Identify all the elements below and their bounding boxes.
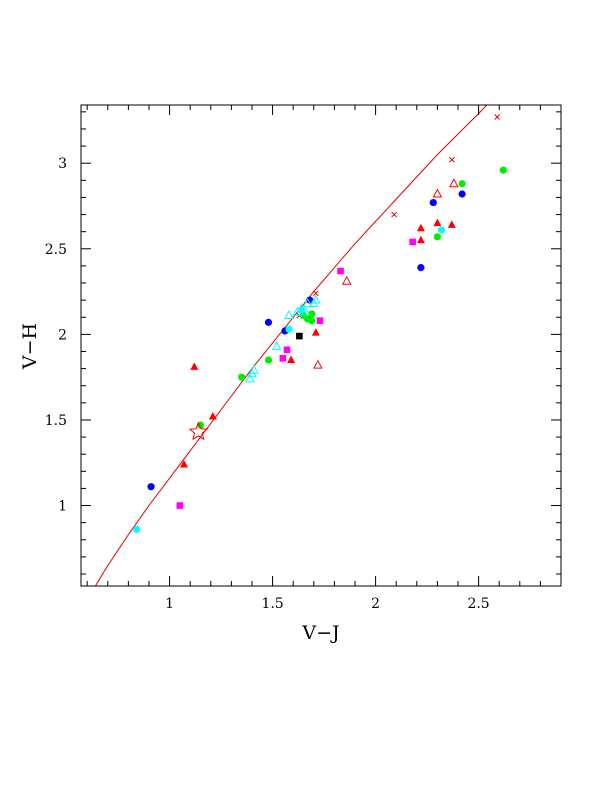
y-tick-label: 1: [58, 499, 67, 515]
point-square: [176, 502, 184, 509]
point-circle: [417, 264, 425, 272]
point-triangle-open: [311, 294, 321, 304]
point-triangle-open: [449, 178, 459, 188]
point-circle: [458, 180, 466, 188]
point-circle: [429, 198, 437, 207]
point-square: [409, 238, 416, 246]
x-axis-title: V−J: [301, 622, 339, 644]
point-square: [296, 332, 303, 340]
x-tick-label: 1.5: [261, 596, 283, 612]
point-square: [316, 317, 324, 324]
point-square: [337, 267, 344, 275]
point-square: [279, 355, 287, 362]
point-triangle-open: [341, 275, 352, 285]
point-circle: [308, 310, 316, 318]
point-circle: [306, 296, 314, 304]
point-triangle-open: [271, 340, 282, 350]
plot-frame: [80, 104, 562, 587]
y-tick-label: 2.5: [45, 242, 67, 258]
point-triangle-open: [245, 373, 255, 383]
curve-x-marker: [391, 211, 397, 218]
point-triangle-filled: [447, 220, 456, 228]
point-star-open: [188, 421, 209, 441]
x-tick-label: 2.5: [467, 596, 489, 612]
point-circle: [285, 325, 293, 333]
point-triangle-open: [249, 364, 259, 374]
point-triangle-open: [296, 303, 307, 313]
point-triangle-filled: [433, 218, 442, 227]
y-tick-label: 3: [58, 156, 67, 172]
point-circle: [133, 525, 141, 534]
point-triangle-filled: [287, 355, 296, 364]
model-curve: [94, 105, 488, 586]
curve-x-marker: [494, 114, 500, 120]
curve-layer: [94, 105, 500, 586]
point-circle: [458, 190, 466, 198]
point-triangle-filled: [190, 362, 199, 370]
point-triangle-filled: [311, 328, 320, 336]
point-circle: [308, 317, 316, 325]
point-triangle-open: [302, 297, 313, 308]
point-circle: [238, 373, 246, 381]
point-triangle-filled: [208, 412, 217, 420]
point-triangle-open: [284, 309, 294, 320]
point-triangle-open: [313, 359, 323, 369]
point-triangle-filled: [416, 223, 425, 232]
y-tick-label: 2: [58, 327, 67, 343]
y-tick-label: 1.5: [45, 413, 67, 429]
point-triangle-filled: [180, 459, 189, 468]
points-layer: [133, 166, 507, 534]
x-tick-label: 2: [371, 596, 380, 612]
curve-x-marker: [312, 290, 319, 297]
point-circle: [437, 226, 446, 234]
point-triangle-open: [300, 306, 311, 316]
point-circle: [147, 483, 155, 491]
point-circle: [433, 233, 441, 241]
ticks-layer: [81, 105, 562, 586]
curve-x-marker: [448, 156, 455, 163]
point-circle: [499, 166, 507, 174]
point-triangle-open: [432, 188, 443, 198]
point-square: [283, 346, 291, 354]
x-tick-label: 1: [165, 596, 174, 612]
point-triangle-filled: [416, 235, 425, 244]
point-circle: [264, 318, 273, 326]
point-circle: [264, 356, 273, 364]
y-axis-title: V−H: [19, 323, 41, 370]
tick-labels-layer: 1 1.5 2 2.5 1 1.5 2 2.5 3: [45, 156, 490, 612]
